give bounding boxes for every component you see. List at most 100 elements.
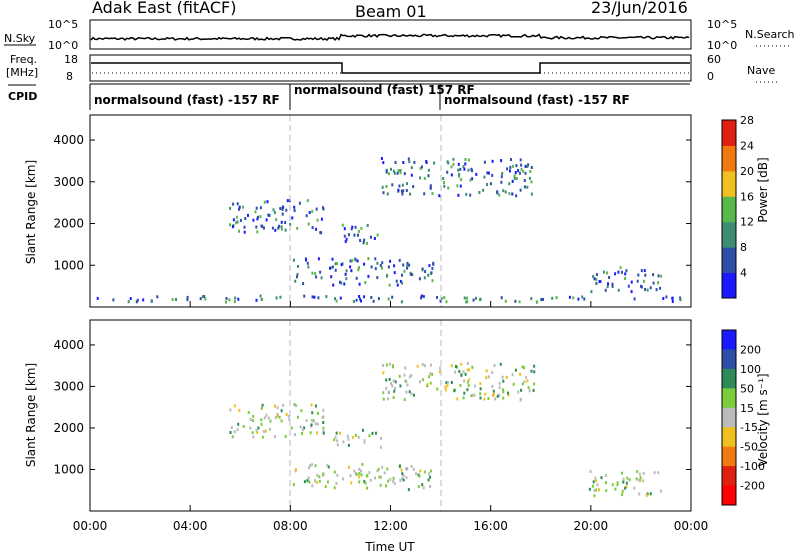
data-cell: [408, 263, 411, 267]
data-cell: [614, 487, 617, 491]
data-cell: [418, 277, 421, 281]
data-cell: [452, 157, 455, 161]
data-cell: [526, 379, 529, 383]
data-cell: [659, 286, 662, 290]
data-cell: [367, 257, 370, 260]
data-cell: [370, 296, 373, 299]
data-cell: [520, 167, 523, 171]
data-cell: [530, 166, 533, 169]
x-tick-label: 12:00: [373, 519, 408, 533]
velocity-panel: 1000 2000 3000 4000 00:00 04:00 08:00 12:00 16:…: [24, 319, 770, 554]
data-cell: [382, 191, 385, 195]
data-cell: [342, 477, 344, 481]
data-cell: [455, 365, 457, 369]
data-cell: [456, 184, 459, 188]
data-cell: [431, 266, 434, 270]
cpid-segment-1: normalsound (fast) -157 RF: [94, 93, 280, 107]
data-cell: [379, 445, 382, 449]
data-cell: [345, 277, 348, 281]
data-cell: [400, 468, 403, 472]
data-cell: [314, 479, 316, 483]
data-cell: [523, 179, 526, 182]
data-cell: [238, 408, 241, 412]
data-cell: [232, 218, 235, 222]
data-cell: [423, 176, 426, 180]
data-cell: [466, 380, 469, 384]
data-cell: [360, 299, 362, 303]
data-cell: [520, 163, 523, 167]
data-cell: [387, 390, 390, 394]
data-cell: [466, 361, 469, 365]
data-cell: [518, 171, 521, 175]
data-cell: [462, 165, 465, 169]
data-cell: [589, 470, 592, 473]
colorbar-segment: [722, 330, 736, 350]
data-cell: [279, 295, 282, 299]
data-cell: [271, 226, 274, 230]
noise-left-tick-bottom: 10^0: [48, 39, 78, 52]
data-cell: [316, 473, 319, 477]
data-cell: [276, 406, 279, 410]
data-cell: [310, 403, 313, 407]
noise-panel: N.Sky 10^5 10^0 10^5 10^0 N.Search: [4, 18, 795, 52]
data-cell: [402, 161, 405, 164]
colorbar-segment: [722, 272, 736, 299]
data-cell: [627, 284, 630, 288]
data-cell: [267, 416, 270, 420]
data-cell: [305, 214, 308, 218]
data-cell: [395, 279, 398, 283]
data-cell: [602, 270, 605, 274]
data-cell: [265, 218, 268, 222]
data-cell: [334, 297, 336, 301]
freq-tick-bottom: 8: [66, 70, 73, 83]
data-cell: [635, 477, 638, 481]
data-cell: [458, 369, 461, 373]
data-cell: [357, 268, 360, 272]
data-cell: [605, 481, 607, 485]
data-cell: [406, 467, 409, 471]
data-cell: [322, 421, 325, 424]
data-cell: [422, 378, 425, 382]
data-cell: [487, 171, 490, 175]
data-cell: [263, 416, 266, 420]
data-cell: [484, 392, 487, 396]
data-cell: [491, 159, 494, 163]
data-cell: [260, 224, 263, 228]
noise-sky-trace: [90, 33, 690, 42]
cpid-label: CPID: [8, 90, 37, 103]
data-cell: [625, 481, 628, 485]
colorbar-segment: [722, 247, 736, 274]
nave-label: Nave: [747, 64, 775, 77]
data-cell: [498, 193, 501, 197]
data-cell: [616, 481, 619, 485]
y-tick-label: 3000: [53, 175, 84, 189]
data-cell: [639, 479, 642, 483]
data-cell: [335, 299, 338, 303]
noise-right-tick-bottom: 10^0: [707, 39, 737, 52]
data-cell: [269, 419, 272, 423]
data-cell: [530, 180, 533, 184]
data-cell: [376, 469, 379, 473]
data-cell: [649, 492, 652, 496]
data-cell: [415, 472, 417, 476]
data-cell: [358, 266, 360, 270]
data-cell: [633, 297, 636, 301]
data-cell: [577, 297, 580, 301]
x-tick-label: 04:00: [173, 519, 208, 533]
data-cell: [458, 174, 461, 178]
data-cell: [401, 472, 404, 476]
power-colorbar: 4 8 12 16 20 24 28: [721, 114, 754, 299]
data-cell: [236, 220, 239, 224]
data-cell: [385, 363, 388, 367]
data-cell: [366, 241, 368, 245]
data-cell: [466, 296, 468, 300]
data-cell: [525, 375, 528, 379]
data-cell: [357, 475, 360, 479]
data-cell: [640, 269, 643, 273]
data-cell: [464, 158, 467, 161]
data-cell: [257, 426, 260, 430]
data-cell: [363, 439, 366, 443]
data-cell: [540, 298, 543, 302]
data-cell: [409, 192, 411, 196]
data-cell: [482, 188, 485, 192]
